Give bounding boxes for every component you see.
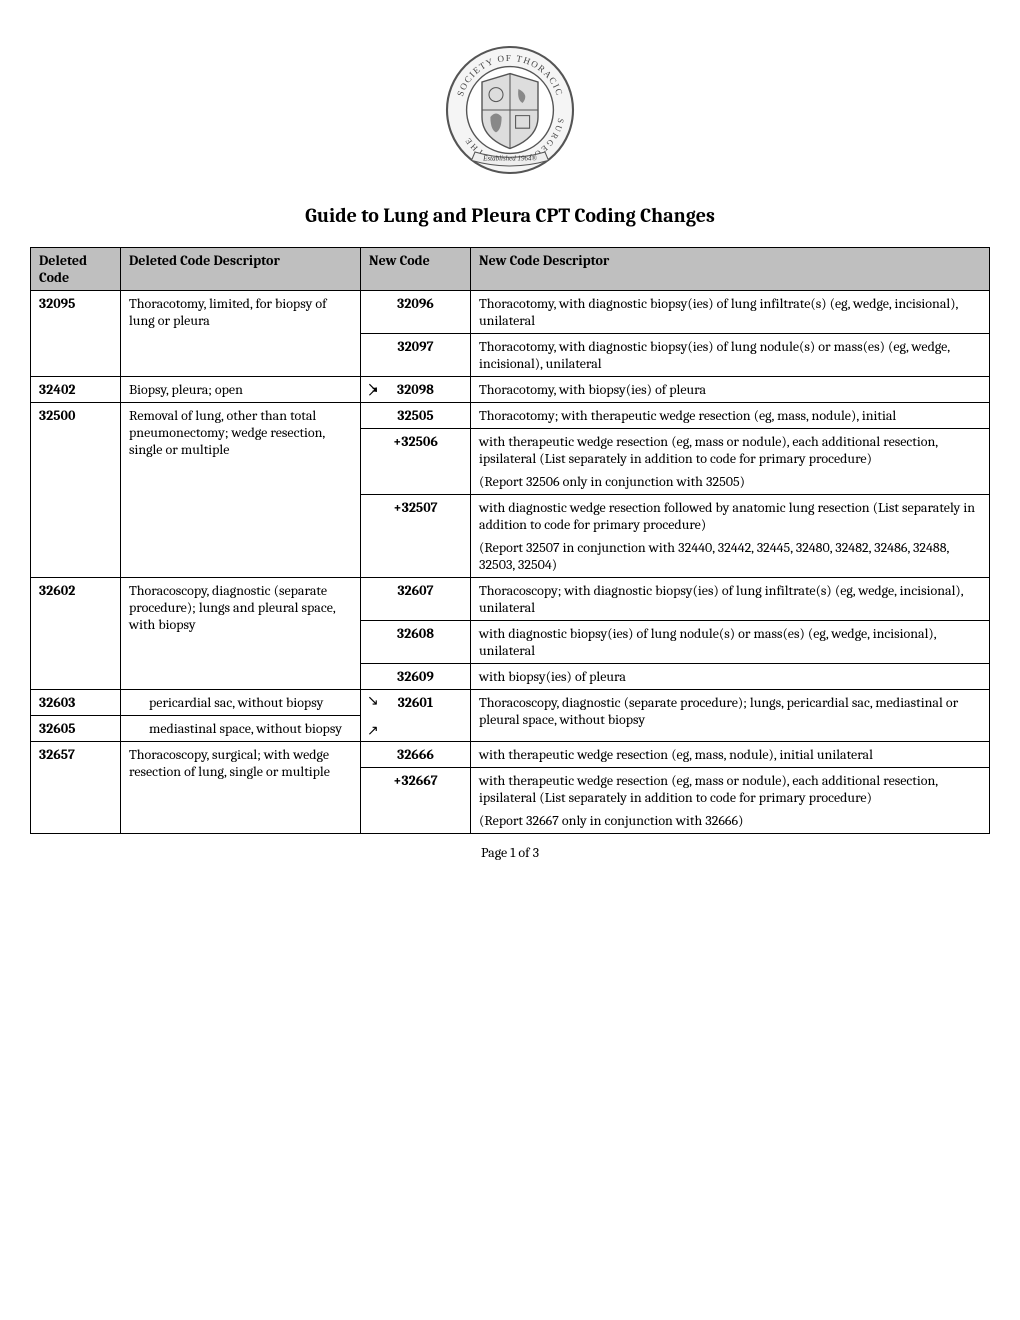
logo-container: SOCIETY OF THORACIC SURGEONS THE Establi… [30, 40, 990, 184]
table-row: 32095 Thoracotomy, limited, for biopsy o… [31, 291, 990, 334]
deleted-desc: Removal of lung, other than total pneumo… [121, 403, 361, 578]
deleted-desc: Thoracotomy, limited, for biopsy of lung… [121, 291, 361, 377]
new-code: 32609 [361, 664, 471, 690]
new-desc: with therapeutic wedge resection (eg, ma… [471, 768, 990, 834]
merge-down-arrow-icon: ↘ [367, 692, 379, 709]
table-row: 32402 Biopsy, pleura; open ↘ 32098 ↗ Tho… [31, 377, 990, 403]
deleted-desc: pericardial sac, without biopsy [121, 690, 361, 716]
new-desc: Thoracotomy; with therapeutic wedge rese… [471, 403, 990, 429]
svg-text:Established 1964®: Established 1964® [482, 154, 537, 162]
deleted-code: 32603 [31, 690, 121, 716]
page-footer: Page 1 of 3 [30, 844, 990, 861]
new-desc-note: (Report 32506 only in conjunction with 3… [479, 473, 981, 490]
table-row: 32500 Removal of lung, other than total … [31, 403, 990, 429]
new-code: ↘ 32601 ↗ [361, 690, 471, 742]
deleted-code: 32402 [31, 377, 121, 403]
new-code: 32505 [361, 403, 471, 429]
new-desc: Thoracotomy, with biopsy(ies) of pleura [471, 377, 990, 403]
col-deleted-desc: Deleted Code Descriptor [121, 248, 361, 291]
col-new-code: New Code [361, 248, 471, 291]
sts-logo: SOCIETY OF THORACIC SURGEONS THE Establi… [440, 40, 580, 180]
deleted-code: 32095 [31, 291, 121, 377]
new-code-text: 32098 [397, 381, 434, 398]
deleted-code: 32605 [31, 716, 121, 742]
deleted-desc: mediastinal space, without biopsy [121, 716, 361, 742]
new-desc-main: with therapeutic wedge resection (eg, ma… [479, 433, 981, 467]
new-desc: Thoracotomy, with diagnostic biopsy(ies)… [471, 334, 990, 377]
new-desc: Thoracotomy, with diagnostic biopsy(ies)… [471, 291, 990, 334]
page-title: Guide to Lung and Pleura CPT Coding Chan… [30, 204, 990, 227]
new-code: +32507 [361, 495, 471, 578]
new-code: +32506 [361, 429, 471, 495]
merge-up-arrow-icon: ↗ [367, 383, 379, 400]
new-desc: with therapeutic wedge resection (eg, ma… [471, 742, 990, 768]
table-row: 32603 pericardial sac, without biopsy ↘ … [31, 690, 990, 716]
deleted-code: 32500 [31, 403, 121, 578]
table-header-row: Deleted Code Deleted Code Descriptor New… [31, 248, 990, 291]
deleted-code: 32657 [31, 742, 121, 834]
new-code: ↘ 32098 ↗ [361, 377, 471, 403]
new-desc-note: (Report 32507 in conjunction with 32440,… [479, 539, 981, 573]
new-desc: Thoracoscopy, diagnostic (separate proce… [471, 690, 990, 742]
deleted-desc: Thoracoscopy, diagnostic (separate proce… [121, 578, 361, 690]
deleted-desc: Biopsy, pleura; open [121, 377, 361, 403]
col-new-desc: New Code Descriptor [471, 248, 990, 291]
new-code: 32096 [361, 291, 471, 334]
new-desc: Thoracoscopy; with diagnostic biopsy(ies… [471, 578, 990, 621]
deleted-code: 32602 [31, 578, 121, 690]
merge-up-arrow-icon: ↗ [367, 722, 379, 739]
new-code: 32666 [361, 742, 471, 768]
new-code: 32608 [361, 621, 471, 664]
new-code: 32607 [361, 578, 471, 621]
col-deleted-code: Deleted Code [31, 248, 121, 291]
deleted-desc: Thoracoscopy, surgical; with wedge resec… [121, 742, 361, 834]
new-desc: with biopsy(ies) of pleura [471, 664, 990, 690]
cpt-table: Deleted Code Deleted Code Descriptor New… [30, 247, 990, 834]
new-desc: with diagnostic wedge resection followed… [471, 495, 990, 578]
new-desc: with therapeutic wedge resection (eg, ma… [471, 429, 990, 495]
new-desc-note: (Report 32667 only in conjunction with 3… [479, 812, 981, 829]
new-code-text: 32601 [398, 694, 434, 711]
new-desc: with diagnostic biopsy(ies) of lung nodu… [471, 621, 990, 664]
new-desc-main: with therapeutic wedge resection (eg, ma… [479, 772, 981, 806]
new-code: +32667 [361, 768, 471, 834]
table-row: 32602 Thoracoscopy, diagnostic (separate… [31, 578, 990, 621]
table-row: 32657 Thoracoscopy, surgical; with wedge… [31, 742, 990, 768]
new-desc-main: with diagnostic wedge resection followed… [479, 499, 981, 533]
new-code: 32097 [361, 334, 471, 377]
